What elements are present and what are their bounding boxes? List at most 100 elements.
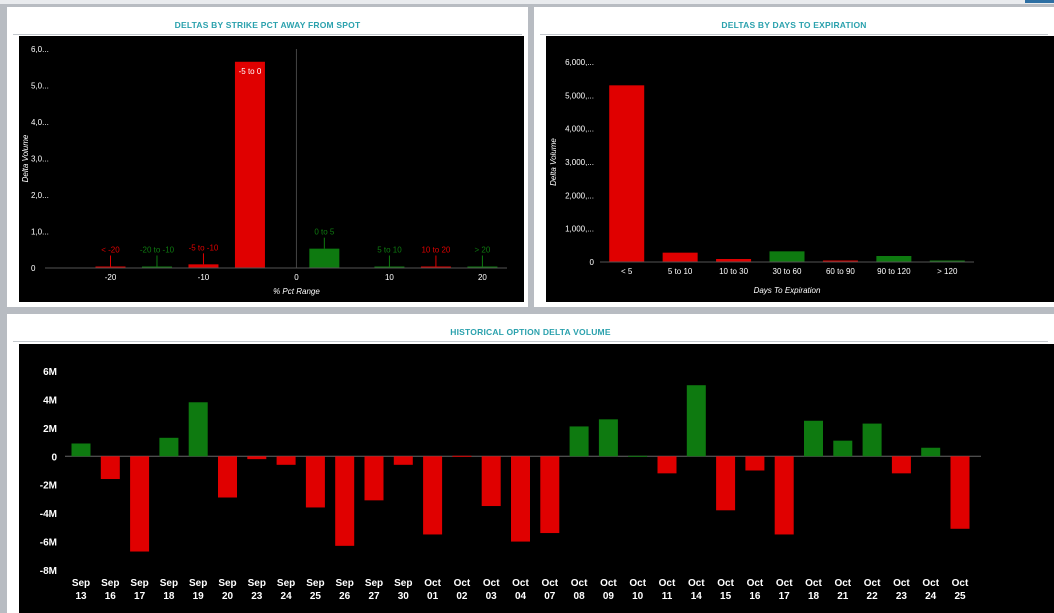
x-tick-day: 26 bbox=[339, 591, 351, 602]
bar bbox=[511, 456, 530, 542]
bar bbox=[716, 456, 736, 511]
y-tick-label: 6,0... bbox=[31, 45, 49, 54]
y-axis-title: Delta Volume bbox=[21, 134, 30, 182]
bar bbox=[481, 456, 501, 507]
bar bbox=[71, 443, 91, 457]
bar bbox=[423, 456, 443, 535]
bar bbox=[833, 440, 853, 457]
bar bbox=[662, 252, 698, 262]
bar-value-label: 10 to 20 bbox=[421, 246, 450, 255]
x-tick-label: 20 bbox=[478, 273, 487, 282]
x-tick-day: 08 bbox=[574, 591, 586, 602]
x-tick-month: Oct bbox=[512, 578, 529, 589]
x-tick-month: Oct bbox=[600, 578, 617, 589]
bar bbox=[950, 456, 970, 529]
bar bbox=[862, 423, 882, 457]
bar bbox=[686, 385, 706, 457]
bar bbox=[540, 456, 560, 534]
x-tick-day: 14 bbox=[691, 591, 703, 602]
x-tick-day: 17 bbox=[134, 591, 146, 602]
bar bbox=[657, 456, 677, 474]
x-tick-day: 15 bbox=[720, 591, 732, 602]
y-axis-title: Delta Volume bbox=[549, 138, 558, 186]
x-tick-day: 13 bbox=[75, 591, 87, 602]
x-tick-day: 18 bbox=[163, 591, 175, 602]
history-chart-svg: -8M -6M -4M -2M 0 2M 4M 6M Sep 13 Sep 16 Sep 17 Sep 18 S… bbox=[40, 367, 981, 602]
x-tick-day: 23 bbox=[896, 591, 908, 602]
bar bbox=[374, 266, 405, 268]
y-tick-label: 2M bbox=[43, 424, 57, 435]
y-tick-label: 6M bbox=[43, 367, 57, 378]
bar-value-label: -5 to -10 bbox=[189, 243, 219, 252]
bar bbox=[609, 85, 645, 262]
x-tick-day: 23 bbox=[251, 591, 263, 602]
y-tick-label: 0 bbox=[51, 452, 57, 463]
x-tick-day: 30 bbox=[398, 591, 410, 602]
strike-chart-svg: 0 1,0... 2,0... 3,0... 4,0... 5,0... 6,0... Del… bbox=[21, 45, 507, 296]
x-tick-month: Oct bbox=[454, 578, 471, 589]
x-tick-label: 30 to 60 bbox=[773, 267, 802, 276]
expiry-panel: DELTAS BY DAYS TO EXPIRATION 0 1,000,... 2… bbox=[534, 7, 1054, 307]
x-tick-month: Sep bbox=[72, 578, 90, 589]
bar bbox=[393, 456, 413, 465]
x-tick-day: 11 bbox=[662, 591, 673, 602]
x-tick-day: 07 bbox=[544, 591, 556, 602]
y-tick-label: 3,0... bbox=[31, 155, 49, 164]
bar-value-label: -20 to -10 bbox=[140, 246, 175, 255]
x-tick-month: Oct bbox=[952, 578, 969, 589]
x-tick-day: 17 bbox=[779, 591, 791, 602]
x-tick-day: 09 bbox=[603, 591, 615, 602]
x-tick-month: Sep bbox=[218, 578, 236, 589]
x-tick-day: 03 bbox=[486, 591, 498, 602]
strike-chart: 0 1,0... 2,0... 3,0... 4,0... 5,0... 6,0... Del… bbox=[19, 36, 524, 302]
y-tick-label: 6,000,... bbox=[565, 58, 594, 67]
x-tick-day: 25 bbox=[310, 591, 322, 602]
y-tick-label: -4M bbox=[40, 509, 57, 520]
x-tick-month: Oct bbox=[659, 578, 676, 589]
x-tick-day: 19 bbox=[193, 591, 205, 602]
x-tick-month: Sep bbox=[336, 578, 354, 589]
x-tick-day: 20 bbox=[222, 591, 234, 602]
bar-value-label: 0 to 5 bbox=[314, 228, 335, 237]
bar bbox=[188, 264, 219, 268]
bar bbox=[130, 456, 150, 552]
bar bbox=[452, 455, 472, 457]
history-panel: HISTORICAL OPTION DELTA VOLUME -8M -6M -4M… bbox=[7, 314, 1054, 613]
x-tick-month: Oct bbox=[922, 578, 939, 589]
bar bbox=[876, 256, 912, 262]
y-tick-label: -8M bbox=[40, 566, 57, 577]
x-tick-label: 0 bbox=[294, 273, 299, 282]
bar bbox=[95, 266, 126, 268]
x-tick-month: Oct bbox=[893, 578, 910, 589]
x-tick-month: Sep bbox=[189, 578, 207, 589]
x-tick-month: Sep bbox=[130, 578, 148, 589]
y-tick-label: 4M bbox=[43, 395, 57, 406]
bar bbox=[188, 402, 208, 457]
bar bbox=[234, 61, 265, 269]
x-tick-label: 10 bbox=[385, 273, 394, 282]
y-tick-label: 0 bbox=[590, 258, 595, 267]
x-tick-day: 10 bbox=[632, 591, 644, 602]
bar bbox=[467, 266, 498, 268]
x-tick-label: 90 to 120 bbox=[877, 267, 911, 276]
bar bbox=[769, 251, 805, 262]
bar-value-label: -5 to 0 bbox=[239, 67, 262, 76]
x-tick-month: Sep bbox=[365, 578, 383, 589]
bar bbox=[159, 437, 179, 457]
expiry-panel-title: DELTAS BY DAYS TO EXPIRATION bbox=[540, 7, 1048, 35]
x-tick-month: Oct bbox=[424, 578, 441, 589]
y-tick-label: 2,0... bbox=[31, 191, 49, 200]
y-tick-label: 1,000,... bbox=[565, 225, 594, 234]
x-tick-label: 5 to 10 bbox=[668, 267, 693, 276]
bar-value-label: 5 to 10 bbox=[377, 246, 402, 255]
x-tick-label: -10 bbox=[198, 273, 210, 282]
y-tick-label: 0 bbox=[31, 264, 36, 273]
bar bbox=[822, 260, 858, 262]
x-tick-day: 16 bbox=[105, 591, 117, 602]
bar bbox=[598, 419, 618, 457]
x-tick-month: Oct bbox=[864, 578, 881, 589]
bar bbox=[716, 259, 752, 262]
x-tick-day: 24 bbox=[281, 591, 293, 602]
bar bbox=[247, 456, 267, 460]
y-tick-label: -6M bbox=[40, 538, 57, 549]
